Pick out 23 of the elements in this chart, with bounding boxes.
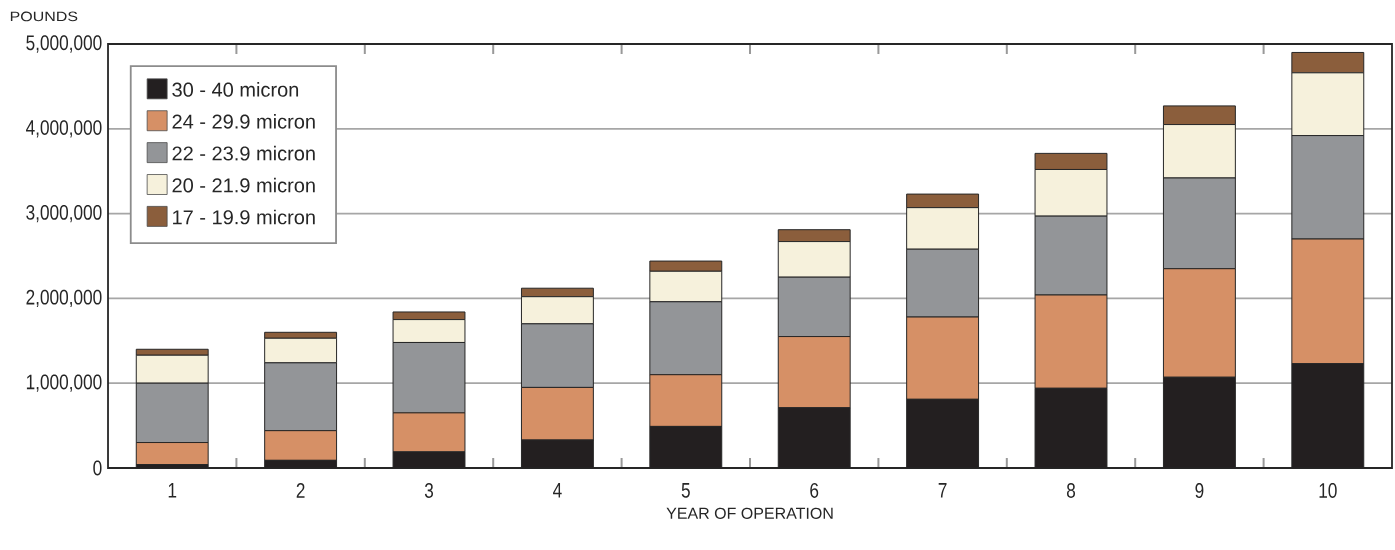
y-tick-label: 1,000,000 [26, 374, 102, 392]
y-tick-label: 0 [93, 460, 102, 476]
x-tick-label: 10 [1319, 483, 1337, 498]
legend-label: 20 - 21.9 micron [172, 177, 315, 193]
legend-label: 30 - 40 micron [172, 82, 299, 97]
legend-label: 24 - 29.9 micron [172, 113, 315, 129]
legend-label: 22 - 23.9 micron [172, 145, 315, 161]
x-tick-label: 4 [553, 483, 562, 498]
y-tick-label: 5,000,000 [26, 35, 102, 53]
x-tick-label: 5 [681, 483, 690, 498]
y-tick-label: 3,000,000 [26, 204, 102, 223]
y-tick-label: 4,000,000 [26, 120, 102, 138]
x-tick-label: 3 [424, 483, 434, 498]
legend-label: 17 - 19.9 micron [173, 209, 315, 225]
y-tick-label: 2,000,000 [26, 289, 102, 308]
y-axis-title: POUNDS [10, 11, 78, 22]
x-tick-label: 6 [810, 483, 819, 498]
x-axis-title: YEAR OF OPERATION [666, 507, 833, 519]
x-tick-label: 1 [168, 483, 177, 498]
x-tick-label: 9 [1195, 483, 1204, 498]
x-tick-label: 2 [296, 483, 305, 498]
x-tick-label: 7 [938, 483, 947, 498]
x-tick-label: 8 [1066, 483, 1076, 498]
